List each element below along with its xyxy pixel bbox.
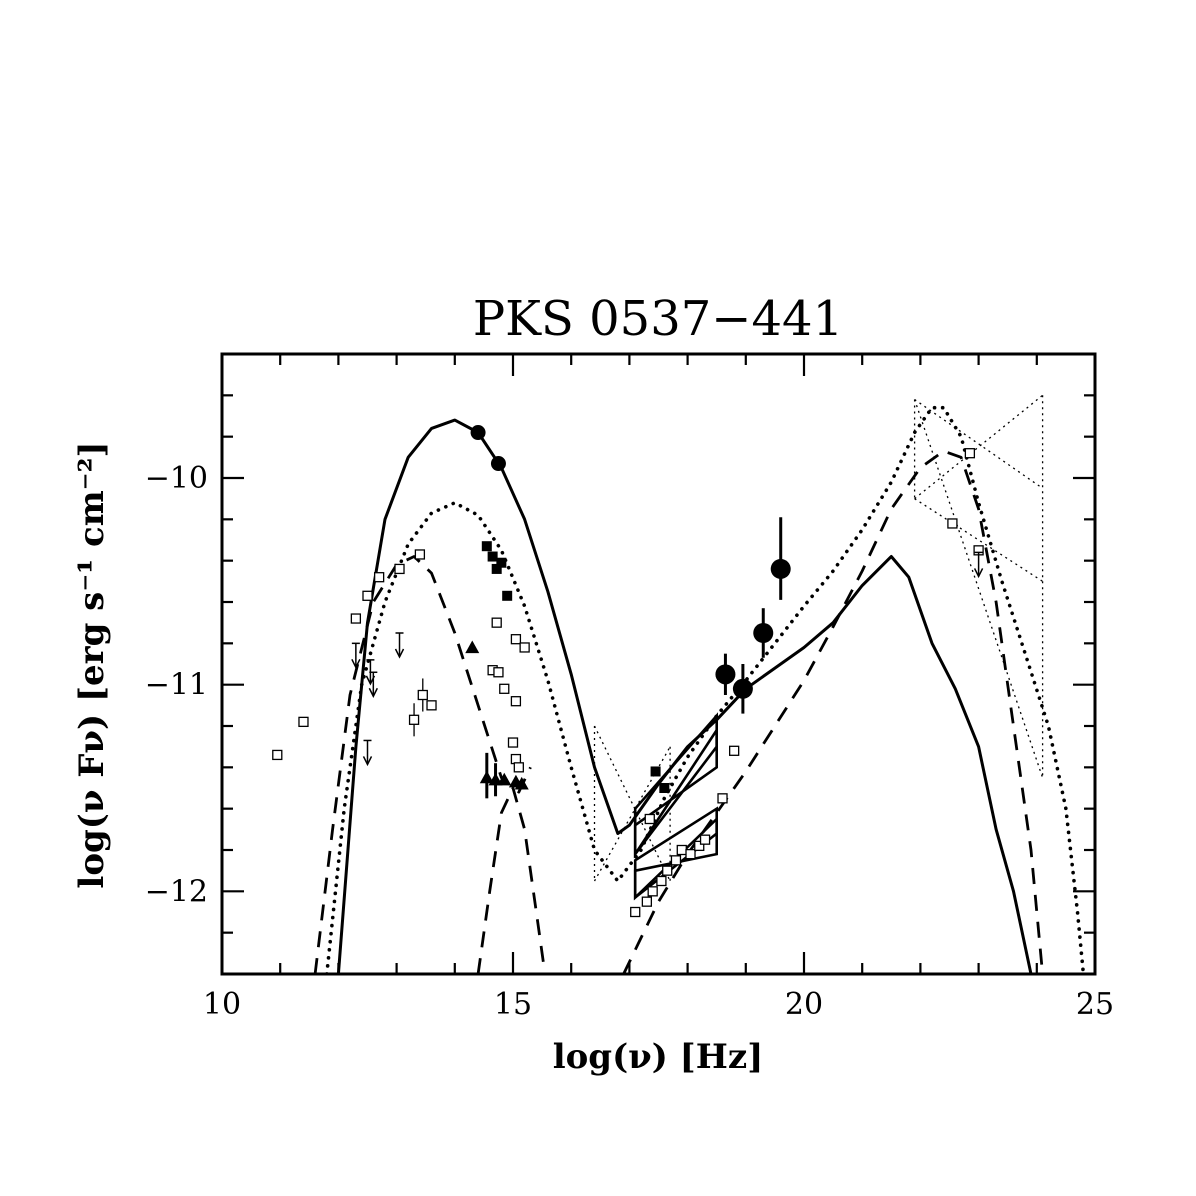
point-open-square-17 [507,737,519,748]
point-open-square-4 [373,572,385,583]
xray-bowtie-3 [633,815,719,901]
point-open-square-12 [499,683,510,694]
point-open-square-32 [644,813,655,825]
point-upper-limit-1-arrowhead [394,648,405,659]
point-open-square-16 [510,696,522,707]
axis-ticks [220,352,1097,976]
model-curve-thin-dotted-10 [913,399,1044,778]
point-upper-limit-5-arrowhead [973,568,984,579]
point-open-square-20 [630,906,641,918]
point-open-square-28 [694,840,705,852]
point-open-square-2 [350,613,362,624]
x-tick-label: 20 [785,987,823,1022]
point-open-square-22 [647,886,658,897]
model-curve-thin-dotted-12 [914,498,1043,582]
point-open-square-23 [656,875,667,887]
model-curve-solid-0 [336,418,1033,974]
point-filled-circle-large-3 [770,558,791,579]
point-filled-square-4 [502,590,513,601]
point-open-square-7 [408,714,420,725]
point-open-square-26 [676,844,687,856]
point-open-square-21 [641,896,653,907]
x-tick-label: 25 [1076,987,1114,1022]
point-open-square-3 [362,590,373,601]
point-filled-circle-large-1 [732,678,753,699]
point-filled-square-5 [650,766,661,777]
point-open-square-29 [699,834,711,845]
y-tick-label: −10 [145,461,208,496]
point-open-square-8 [417,689,428,701]
point-filled-square-0 [481,541,492,552]
x-axis-label: log(ν) [Hz] [553,1037,764,1077]
point-open-square-25 [670,855,682,866]
point-upper-limit-3-arrowhead [368,687,378,698]
point-open-square-0 [272,749,283,761]
point-open-square-11 [493,667,504,678]
point-open-square-19 [513,762,524,773]
point-open-square-15 [519,642,530,653]
x-tick-label: 15 [494,987,532,1022]
plot-frame [220,352,1097,976]
plot-area [272,394,1086,974]
point-open-square-6 [414,549,426,560]
point-filled-triangle-0 [465,640,480,654]
point-upper-limit-4-arrowhead [351,658,361,670]
point-filled-square-1 [487,551,498,562]
point-open-square-34 [964,448,976,459]
point-open-square-33 [947,518,958,529]
point-open-square-1 [298,716,309,728]
model-curve-thin-dotted-7 [593,746,671,882]
point-open-square-5 [394,563,405,575]
model-curve-dashed-4 [622,449,1044,974]
point-filled-square-2 [491,563,502,574]
y-tick-label: −11 [145,668,208,703]
y-axis-label: log(ν Fν) [erg s⁻¹ cm⁻²] [72,441,112,888]
model-curve-dotted-1 [325,405,1086,974]
point-filled-circle-small-1 [490,456,506,472]
model-curve-thin-dotted-13 [914,398,1043,489]
model-curve-dashed-3 [476,786,547,974]
point-filled-circle-large-2 [753,623,774,643]
model-curve-thin-dotted-11 [914,394,1044,500]
plot-layer: 10 15 20 25 −10 −11 −12 [145,352,1114,1022]
point-filled-square-6 [659,783,670,793]
point-open-square-13 [491,617,502,628]
chart-title: PKS 0537−441 [473,291,843,347]
point-filled-square-3 [496,557,507,568]
xray-bowtie-1 [633,725,719,859]
point-filled-triangle-1 [479,770,494,784]
point-upper-limit-0-arrowhead [362,756,373,767]
y-tick-label: −12 [145,874,208,909]
point-filled-triangle-5 [514,776,529,790]
point-open-square-31 [729,745,740,756]
point-open-square-9 [426,700,437,711]
point-open-square-24 [662,865,673,876]
point-open-square-30 [717,793,728,804]
x-tick-label: 10 [203,987,241,1022]
point-filled-circle-large-0 [715,664,736,685]
point-open-square-14 [510,634,522,645]
point-open-square-27 [685,848,696,860]
point-filled-triangle-3 [497,772,512,786]
point-filled-circle-small-0 [470,425,486,441]
